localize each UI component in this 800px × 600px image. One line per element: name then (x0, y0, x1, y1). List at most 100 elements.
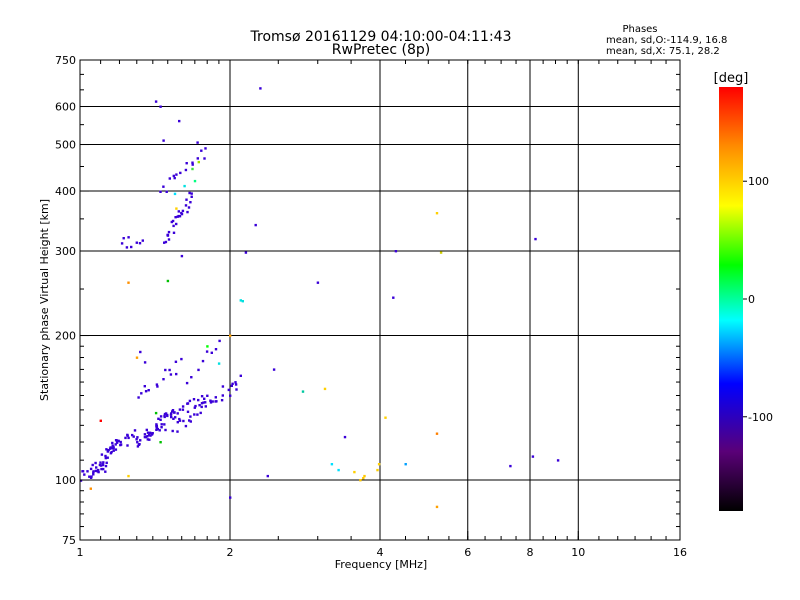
data-point (435, 505, 439, 509)
phases-line-o: mean, sd,O:-114.9, 16.8 (606, 35, 727, 46)
data-point (211, 400, 214, 403)
data-point (259, 87, 262, 90)
data-point (139, 439, 142, 442)
data-point (159, 105, 162, 108)
data-point (189, 415, 192, 418)
data-point (163, 241, 166, 244)
data-point (178, 419, 182, 422)
data-point (136, 445, 140, 448)
data-point (531, 455, 535, 458)
data-point (197, 398, 200, 402)
data-point (143, 433, 147, 436)
data-point (214, 348, 218, 351)
data-point (163, 415, 166, 419)
data-point (171, 409, 175, 412)
data-point (159, 418, 162, 421)
data-point (114, 448, 118, 451)
y-tick-label: 600 (55, 101, 76, 114)
colorbar (719, 87, 743, 511)
data-point (266, 474, 269, 478)
data-point (209, 401, 213, 404)
data-point (176, 421, 179, 424)
data-point (210, 351, 213, 354)
data-point (190, 376, 193, 379)
data-point (192, 398, 196, 401)
data-point (203, 157, 206, 160)
data-point (146, 438, 149, 441)
data-point (119, 443, 122, 447)
data-point (204, 405, 207, 408)
data-point (194, 404, 197, 408)
data-point (162, 185, 165, 188)
x-axis-label: Frequency [MHz] (335, 558, 427, 571)
data-point (229, 394, 232, 397)
data-point (188, 399, 192, 403)
data-point (182, 419, 185, 423)
data-point (99, 464, 103, 467)
data-point (209, 399, 212, 402)
data-point (200, 149, 203, 152)
chart-subtitle: RwPretec (8p) (332, 42, 430, 58)
data-point (179, 171, 182, 175)
data-point (122, 237, 125, 240)
data-point (173, 411, 176, 414)
data-point (178, 408, 182, 411)
colorbar-label: [deg] (714, 71, 749, 86)
data-point (229, 334, 232, 337)
data-point (168, 177, 171, 180)
data-point (104, 456, 107, 460)
data-point (188, 419, 191, 422)
data-point (114, 443, 117, 446)
data-point (154, 411, 158, 415)
data-point (176, 430, 179, 433)
data-point (155, 426, 159, 429)
data-point (145, 428, 148, 432)
data-point (193, 413, 196, 416)
data-point (89, 487, 92, 490)
data-point (376, 468, 379, 472)
data-point (83, 473, 86, 476)
data-point (81, 470, 85, 473)
data-point (79, 479, 83, 482)
data-point (127, 281, 130, 284)
data-points (79, 87, 560, 509)
data-point (175, 173, 178, 176)
data-point (105, 461, 108, 464)
data-point (362, 477, 365, 480)
data-point (188, 191, 191, 195)
data-point (169, 373, 173, 376)
y-tick-label: 500 (55, 139, 76, 152)
data-point (384, 416, 387, 419)
data-point (197, 160, 200, 164)
data-point (170, 412, 173, 415)
data-point (168, 368, 171, 372)
data-point (159, 415, 163, 418)
data-point (135, 438, 138, 441)
data-point (172, 174, 175, 178)
data-point (200, 395, 204, 398)
phases-title: Phases (622, 24, 657, 35)
data-point (146, 435, 149, 438)
data-point (94, 469, 98, 473)
data-point (86, 470, 89, 473)
data-point (180, 212, 184, 216)
data-point (90, 475, 93, 478)
data-point (190, 195, 193, 198)
data-point (95, 466, 98, 469)
data-point (363, 474, 366, 478)
data-point (175, 222, 178, 226)
data-point (94, 461, 97, 465)
data-point (218, 339, 221, 343)
data-point (186, 402, 190, 405)
data-point (180, 254, 184, 258)
data-point (174, 216, 177, 219)
data-point (176, 412, 179, 415)
y-tick-label: 75 (62, 534, 76, 547)
data-point (337, 468, 340, 472)
data-point (104, 454, 107, 458)
data-point (131, 433, 134, 437)
data-point (170, 415, 173, 419)
data-point (234, 381, 237, 384)
data-point (404, 463, 407, 466)
